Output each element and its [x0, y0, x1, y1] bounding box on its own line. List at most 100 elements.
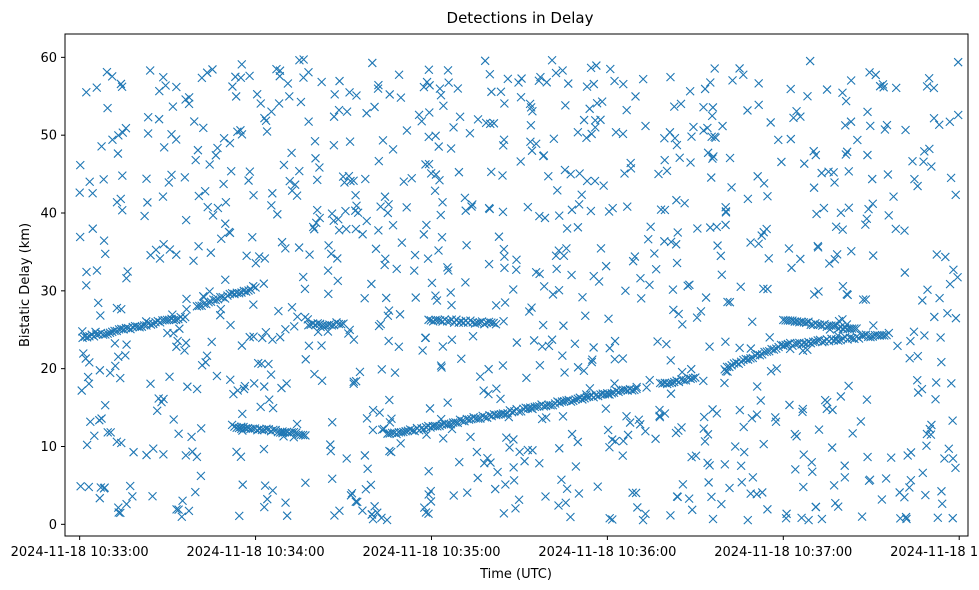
clutter-point — [267, 188, 277, 198]
clutter-point — [142, 174, 151, 184]
clutter-point — [630, 252, 640, 261]
clutter-point — [77, 386, 87, 395]
clutter-point — [164, 178, 174, 187]
clutter-point — [198, 123, 208, 133]
clutter-point — [399, 177, 409, 187]
clutter-point — [207, 337, 217, 347]
clutter-point — [148, 491, 157, 501]
clutter-point — [484, 259, 494, 269]
clutter-point — [747, 317, 757, 327]
clutter-point — [674, 309, 684, 319]
clutter-point — [468, 331, 478, 341]
clutter-point — [574, 489, 584, 498]
clutter-point — [287, 302, 297, 312]
clutter-point — [329, 112, 339, 122]
clutter-point — [645, 375, 655, 385]
clutter-point — [233, 386, 243, 395]
track-point — [105, 328, 115, 338]
clutter-point — [840, 473, 850, 482]
track-point — [451, 417, 460, 427]
clutter-point — [803, 91, 812, 101]
clutter-point — [367, 279, 376, 289]
clutter-point — [597, 97, 607, 107]
clutter-point — [508, 285, 518, 294]
clutter-point — [277, 237, 287, 247]
clutter-point — [785, 400, 794, 410]
clutter-point — [838, 225, 848, 234]
clutter-point — [582, 176, 592, 186]
clutter-point — [945, 279, 955, 289]
clutter-point — [833, 502, 843, 512]
clutter-point — [865, 121, 875, 131]
clutter-point — [753, 171, 763, 181]
clutter-point — [563, 79, 573, 88]
clutter-point — [919, 146, 929, 156]
clutter-point — [881, 474, 891, 483]
clutter-point — [384, 395, 394, 405]
clutter-point — [275, 332, 285, 342]
clutter-point — [659, 236, 669, 246]
clutter-point — [685, 86, 695, 96]
clutter-point — [560, 368, 569, 377]
clutter-point — [919, 331, 929, 340]
clutter-point — [78, 349, 88, 358]
clutter-point — [493, 467, 503, 477]
clutter-point — [362, 413, 372, 423]
clutter-point — [342, 107, 352, 117]
clutter-point — [121, 123, 131, 133]
clutter-point — [666, 511, 675, 520]
clutter-point — [81, 87, 91, 97]
clutter-point — [274, 306, 283, 316]
clutter-point — [765, 332, 775, 342]
clutter-point — [191, 155, 201, 165]
clutter-point — [552, 264, 562, 274]
clutter-point — [867, 174, 877, 184]
clutter-point — [402, 202, 412, 212]
clutter-point — [842, 289, 852, 299]
clutter-point — [397, 238, 407, 247]
clutter-point — [926, 430, 936, 439]
clutter-point — [180, 173, 190, 182]
track-point — [605, 390, 614, 399]
clutter-point — [110, 361, 120, 371]
clutter-point — [256, 402, 266, 412]
track-point — [103, 329, 113, 339]
clutter-point — [443, 398, 453, 407]
clutter-point — [891, 83, 901, 93]
clutter-point — [281, 498, 290, 508]
clutter-point — [82, 440, 92, 450]
clutter-point — [496, 87, 506, 97]
clutter-point — [725, 483, 734, 493]
clutter-point — [574, 199, 584, 209]
clutter-point — [903, 451, 913, 460]
clutter-point — [884, 210, 894, 220]
clutter-point — [666, 355, 676, 365]
clutter-point — [799, 159, 809, 169]
clutter-point — [362, 216, 372, 226]
clutter-point — [605, 343, 615, 353]
clutter-point — [125, 481, 135, 491]
clutter-point — [326, 249, 336, 259]
clutter-point — [375, 408, 385, 418]
track-point — [234, 288, 244, 298]
clutter-point — [245, 71, 254, 81]
clutter-point — [813, 241, 823, 251]
clutter-point — [605, 442, 614, 452]
clutter-point — [499, 509, 509, 518]
clutter-point — [575, 169, 585, 178]
clutter-point — [494, 232, 504, 242]
clutter-point — [317, 341, 326, 350]
clutter-point — [249, 190, 258, 200]
clutter-point — [655, 412, 665, 422]
clutter-point — [424, 159, 434, 169]
clutter-point — [795, 254, 805, 264]
clutter-point — [105, 368, 115, 378]
clutter-point — [268, 403, 278, 413]
clutter-point — [668, 285, 678, 295]
track-point — [743, 355, 753, 364]
clutter-point — [735, 64, 744, 73]
clutter-point — [836, 392, 846, 401]
clutter-point — [182, 382, 192, 392]
track-point — [679, 375, 689, 385]
clutter-point — [757, 488, 767, 497]
